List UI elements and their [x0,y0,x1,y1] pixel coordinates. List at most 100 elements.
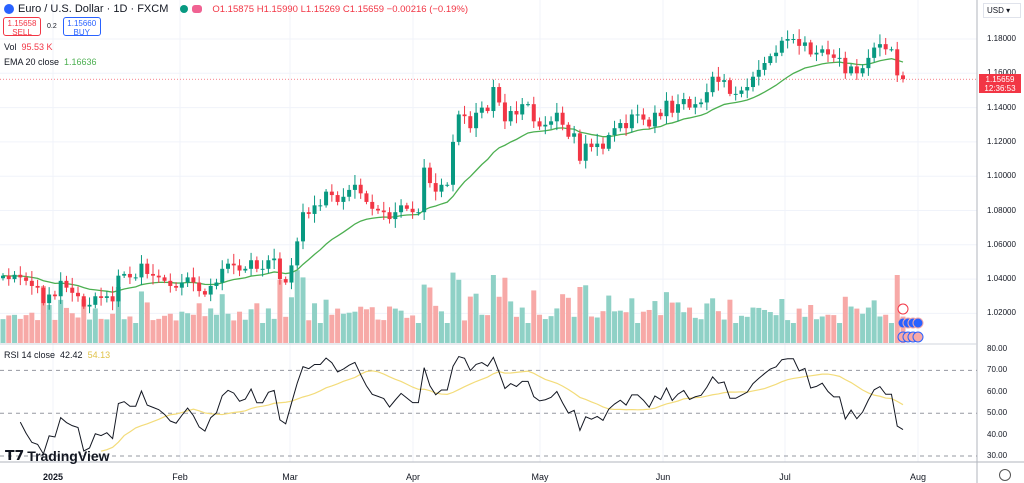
candle-body [687,99,692,108]
currency-select[interactable]: USD ▾ [983,3,1021,18]
volume-bar [87,319,93,343]
volume-bar [69,313,75,343]
volume-bar [467,296,473,343]
candle-body [462,114,467,117]
volume-bar [185,313,191,343]
candle-body [537,121,542,127]
volume-bar [571,316,577,343]
economic-event-icon [897,303,909,315]
volume-bar [825,314,831,343]
volume-bar [456,279,462,343]
volume-bar [629,298,635,343]
volume-bar [179,311,185,343]
candle-body [797,39,802,46]
volume-bar [323,299,329,343]
candle-body [329,191,334,196]
volume-bar [767,312,773,343]
candle-body [29,280,34,286]
candle-body [110,296,115,302]
candle-body [381,210,386,213]
candle-body [87,304,92,307]
trade-panel: 1.15658 SELL 0.2 1.15660 BUY [3,17,101,37]
candle-body [826,49,830,55]
candle-body [127,273,132,278]
candle-body [526,104,530,106]
candle-body [347,189,352,197]
volume-bar [525,323,531,343]
candle-body [427,167,432,184]
candle-body [693,104,698,108]
time-axis-label: Apr [405,472,421,482]
volume-legend[interactable]: Vol 95.53 K [4,42,53,52]
volume-bar [219,294,225,343]
volume-bar [542,319,548,343]
last-price-tag: 1.15659 12:36:53 [979,74,1021,93]
rsi-legend[interactable]: RSI 14 close 42.42 54.13 [4,350,110,360]
candle-body [889,49,894,51]
tradingview-logo[interactable]: 𝗧𝟳 TradingView [5,447,110,464]
candle-body [837,57,842,59]
volume-bar [577,287,583,343]
buy-price: 1.15660 [67,19,97,28]
candle-body [716,76,721,82]
candle-body [699,102,704,105]
volume-bar [427,287,433,343]
volume-bar [606,295,612,343]
candle-body [710,76,715,93]
volume-bar [635,323,641,343]
candle-body [854,66,859,74]
candle-body [508,111,513,122]
volume-bar [40,285,46,343]
price-axis-label: 1.16000 [987,68,1016,78]
candle-body [566,124,571,137]
volume-bar [173,320,179,343]
sell-price: 1.15658 [7,19,37,28]
candle-body [99,296,104,298]
settings-icon[interactable] [999,469,1011,481]
symbol-title[interactable]: Euro / U.S. Dollar · 1D · FXCM [18,3,169,15]
rsi-value: 42.42 [60,350,83,360]
candle-body [433,183,438,192]
buy-button[interactable]: 1.15660 BUY [62,17,101,37]
volume-bar [750,307,756,343]
rsi-line [19,355,904,456]
euro-flag-icon [4,4,14,14]
volume-bar [115,287,121,343]
candle-body [635,114,640,116]
volume-bar [288,297,294,343]
spread: 0.2 [47,23,57,30]
candle-body [543,124,548,127]
candle-body [191,277,196,283]
volume-bar [387,306,393,343]
volume-bar [762,309,768,343]
candle-body [41,287,46,304]
candle-body [612,128,617,136]
candle-body [751,76,755,88]
candle-body [589,143,594,148]
candle-body [12,274,17,280]
candle-body [774,52,779,57]
currency-label: USD [987,6,1004,15]
candle-body [139,263,144,278]
sell-button[interactable]: 1.15658 SELL [3,17,41,37]
price-axis-label: 1.04000 [987,274,1016,284]
candle-body [849,66,854,74]
volume-bar [588,316,594,343]
candle-body [814,52,819,55]
candle-body [156,275,161,278]
candle-body [808,42,813,55]
volume-bar [237,311,243,343]
candle-body [404,205,409,209]
volume-bar [6,315,12,343]
candle-body [260,268,265,270]
candle-body [358,184,363,194]
vol-label: Vol [4,42,17,52]
candle-body [272,258,277,261]
ema-legend[interactable]: EMA 20 close 1.16636 [4,57,97,67]
volume-bar [496,296,502,343]
volume-bar [133,323,139,343]
candle-body [162,277,167,281]
volume-bar [473,293,479,343]
volume-bar [698,319,704,343]
